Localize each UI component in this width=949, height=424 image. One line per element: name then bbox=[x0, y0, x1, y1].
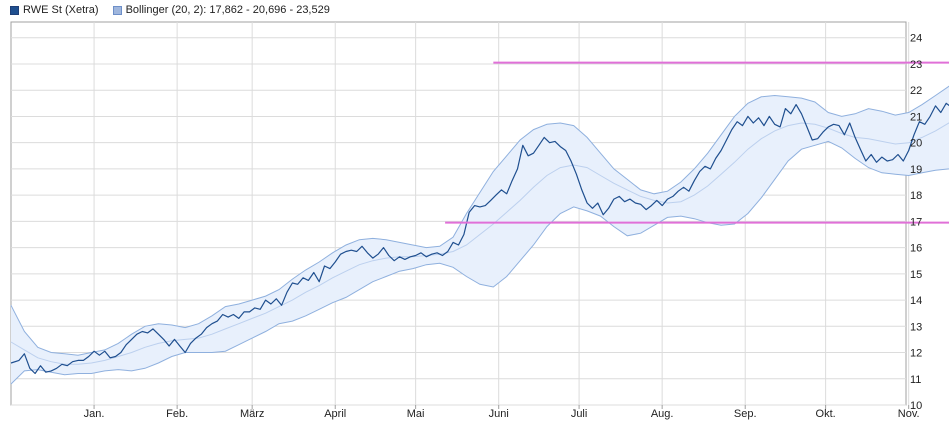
legend-item-bollinger: Bollinger (20, 2): 17,862 - 20,696 - 23,… bbox=[112, 4, 330, 16]
y-tick-label: 19 bbox=[910, 164, 922, 176]
y-tick-label: 18 bbox=[910, 190, 922, 202]
bollinger-band-layer bbox=[11, 86, 949, 384]
x-tick-label: März bbox=[240, 408, 264, 420]
y-tick-label: 16 bbox=[910, 243, 922, 255]
x-tick-label: Juli bbox=[571, 408, 588, 420]
axis-layer: 10 11 12 13 14 15 16 17 18 19 20 21 22 23 24 Jan. Feb. Mä… bbox=[84, 33, 923, 420]
bollinger-upper-line bbox=[10, 85, 949, 356]
price-line bbox=[10, 102, 949, 375]
x-tick-label: April bbox=[324, 408, 346, 420]
legend-item-price: RWE St (Xetra) bbox=[10, 4, 99, 16]
y-tick-label: 15 bbox=[910, 269, 922, 281]
y-tick-label: 14 bbox=[910, 295, 922, 307]
bollinger-swatch-icon bbox=[112, 5, 122, 15]
y-tick-label: 11 bbox=[910, 374, 921, 386]
series-lines-layer bbox=[10, 85, 949, 385]
bollinger-middle-line bbox=[10, 122, 949, 365]
y-tick-label: 21 bbox=[910, 111, 922, 123]
price-swatch-icon bbox=[10, 5, 19, 15]
x-tick-label: Juni bbox=[489, 408, 509, 420]
y-tick-label: 20 bbox=[910, 138, 922, 150]
legend-label-price: RWE St (Xetra) bbox=[23, 4, 99, 16]
x-tick-label: Okt. bbox=[816, 408, 836, 420]
chart-legend: RWE St (Xetra) Bollinger (20, 2): 17,862… bbox=[10, 4, 330, 16]
y-tick-label: 10 bbox=[910, 400, 922, 412]
x-tick-label: Nov. bbox=[898, 408, 920, 420]
y-tick-label: 23 bbox=[910, 59, 922, 71]
x-tick-label: Feb. bbox=[166, 408, 188, 420]
x-tick-label: Mai bbox=[407, 408, 425, 420]
legend-label-bollinger: Bollinger (20, 2): 17,862 - 20,696 - 23,… bbox=[125, 4, 330, 16]
x-tick-label: Jan. bbox=[84, 408, 105, 420]
y-tick-label: 12 bbox=[910, 348, 922, 360]
support-resistance-layer bbox=[445, 61, 949, 224]
y-tick-label: 24 bbox=[910, 33, 922, 45]
x-tick-label: Aug. bbox=[651, 408, 674, 420]
x-tick-label: Sep. bbox=[734, 408, 757, 420]
bollinger-band-fill bbox=[11, 86, 949, 384]
y-tick-label: 22 bbox=[910, 85, 922, 97]
bollinger-lower-line bbox=[10, 140, 949, 385]
y-tick-label: 13 bbox=[910, 321, 922, 333]
y-tick-label: 17 bbox=[910, 216, 922, 228]
